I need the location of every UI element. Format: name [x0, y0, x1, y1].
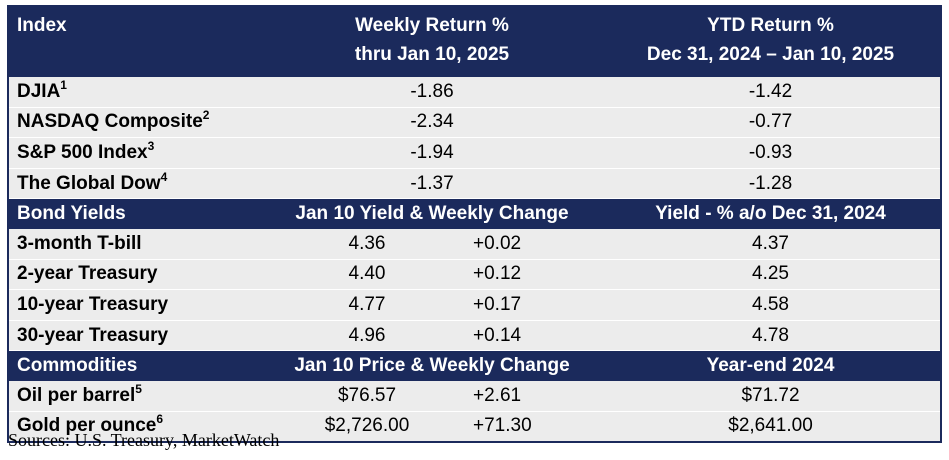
- weekly-change: +2.61: [471, 380, 602, 412]
- current-value: $2,726.00: [263, 411, 471, 443]
- row-label: DJIA1: [8, 77, 263, 108]
- table-row: 2-year Treasury 4.40 +0.12 4.25: [8, 259, 942, 291]
- prior-value: $2,641.00: [601, 411, 942, 443]
- sources: Sources: U.S. Treasury, MarketWatch: [8, 430, 280, 450]
- section-header: Year-end 2024: [601, 350, 942, 381]
- current-value: 4.96: [263, 320, 471, 352]
- prior-value: 4.37: [601, 228, 942, 260]
- footnote-mark: 1: [60, 77, 67, 92]
- row-label: Oil per barrel5: [8, 380, 263, 412]
- weekly-return: -1.94: [263, 137, 602, 169]
- header-line: thru Jan 10, 2025: [354, 44, 510, 65]
- row-label: NASDAQ Composite2: [8, 107, 263, 139]
- table-row: DJIA1 -1.86 -1.42: [8, 77, 942, 108]
- table-row: Oil per barrel5 $76.57 +2.61 $71.72: [8, 380, 942, 412]
- weekly-change: +0.14: [471, 320, 602, 352]
- row-label: 3-month T-bill: [8, 228, 263, 260]
- row-label: 10-year Treasury: [8, 289, 263, 321]
- footnote-mark: 3: [147, 138, 155, 153]
- weekly-change: +0.17: [471, 289, 602, 321]
- weekly-change: +0.12: [471, 259, 602, 291]
- weekly-return: -1.86: [263, 77, 602, 108]
- row-label: 30-year Treasury: [8, 320, 263, 352]
- footnote-mark: 4: [160, 169, 168, 184]
- weekly-return: -2.34: [263, 107, 602, 139]
- section-header: Commodities: [8, 350, 263, 381]
- market-table: Index Weekly Return % thru Jan 10, 2025 YTD…: [7, 5, 943, 444]
- header-line: Weekly Return %: [355, 15, 509, 36]
- weekly-change: +71.30: [471, 411, 602, 443]
- header-cell: Index: [8, 6, 263, 77]
- current-value: 4.77: [263, 289, 471, 321]
- current-value: 4.36: [263, 228, 471, 260]
- prior-value: $71.72: [601, 380, 942, 412]
- header-cell: YTD Return % Dec 31, 2024 – Jan 10, 2025: [601, 6, 942, 77]
- table-row: Gold per ounce6 $2,726.00 +71.30 $2,641.00: [8, 411, 942, 443]
- footnote-mark: 2: [202, 108, 210, 123]
- header-line: Dec 31, 2024 – Jan 10, 2025: [646, 44, 895, 65]
- ytd-return: -1.28: [601, 168, 942, 200]
- footnote-mark: 6: [156, 412, 164, 427]
- current-value: 4.40: [263, 259, 471, 291]
- table-row: Bond Yields Jan 10 Yield & Weekly Change Y…: [8, 198, 942, 229]
- header-cell: Weekly Return % thru Jan 10, 2025: [263, 6, 602, 77]
- table-row: Index Weekly Return % thru Jan 10, 2025 YTD…: [8, 6, 942, 77]
- table-row: S&P 500 Index3 -1.94 -0.93: [8, 137, 942, 169]
- table-row: 3-month T-bill 4.36 +0.02 4.37: [8, 228, 942, 260]
- ytd-return: -0.77: [601, 107, 942, 139]
- table-row: NASDAQ Composite2 -2.34 -0.77: [8, 107, 942, 139]
- table-row: 10-year Treasury 4.77 +0.17 4.58: [8, 289, 942, 321]
- weekly-change: +0.02: [471, 228, 602, 260]
- section-header: Jan 10 Yield & Weekly Change: [263, 198, 602, 229]
- table-row: The Global Dow4 -1.37 -1.28: [8, 168, 942, 200]
- header-line: YTD Return %: [707, 15, 834, 36]
- row-label: The Global Dow4: [8, 168, 263, 200]
- row-label: Gold per ounce6: [8, 411, 263, 443]
- section-header: Yield - % a/o Dec 31, 2024: [601, 198, 942, 229]
- row-label: 2-year Treasury: [8, 259, 263, 291]
- row-label: S&P 500 Index3: [8, 137, 263, 169]
- table-row: 30-year Treasury 4.96 +0.14 4.78: [8, 320, 942, 352]
- footnote-mark: 5: [135, 381, 142, 396]
- current-value: $76.57: [263, 380, 471, 412]
- prior-value: 4.25: [601, 259, 942, 291]
- table-row: Commodities Jan 10 Price & Weekly Change Y…: [8, 350, 942, 381]
- prior-value: 4.58: [601, 289, 942, 321]
- section-header: Bond Yields: [8, 198, 263, 229]
- ytd-return: -0.93: [601, 137, 942, 169]
- prior-value: 4.78: [601, 320, 942, 352]
- ytd-return: -1.42: [601, 77, 942, 108]
- section-header: Jan 10 Price & Weekly Change: [263, 350, 602, 381]
- weekly-return: -1.37: [263, 168, 602, 200]
